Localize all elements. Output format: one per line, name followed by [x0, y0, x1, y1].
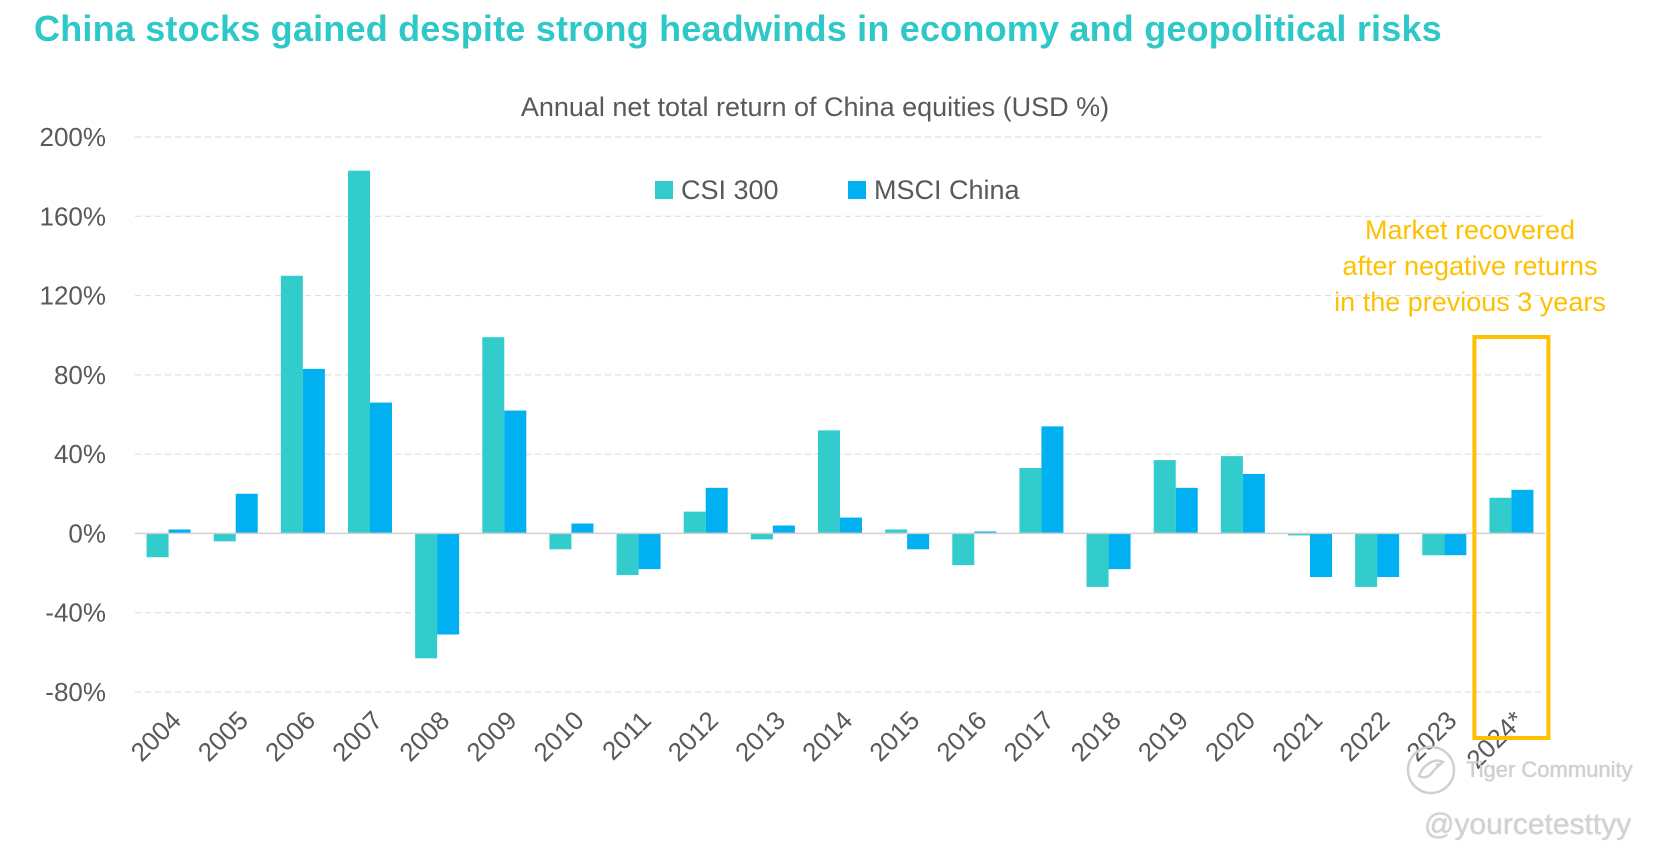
- x-tick-label: 2010: [528, 705, 590, 767]
- csi300-bar: [818, 430, 840, 534]
- csi300-bar: [616, 533, 639, 576]
- watermark-brand: Tiger Community: [1466, 757, 1633, 782]
- msci-china-bar: [235, 493, 258, 534]
- msci-china-bar: [705, 487, 728, 534]
- msci-china-bar: [1175, 487, 1198, 534]
- msci-china-bar: [1444, 533, 1467, 556]
- annotation-line: in the previous 3 years: [1334, 287, 1606, 317]
- csi300-bar: [1019, 468, 1042, 534]
- csi300-bar: [1355, 533, 1378, 587]
- csi300-bar: [415, 533, 438, 659]
- msci-china-bar: [638, 533, 661, 570]
- bars: [146, 170, 1534, 659]
- y-tick-label: -40%: [45, 598, 106, 628]
- x-tick-label: 2014: [796, 705, 858, 767]
- msci-china-bar: [840, 517, 862, 534]
- msci-china-bar: [1310, 533, 1332, 578]
- highlight-box: [1472, 335, 1551, 740]
- watermark-handle: @yourcetesttyy: [1424, 808, 1632, 841]
- csi300-bar: [348, 170, 370, 534]
- csi300-bar: [1220, 456, 1243, 534]
- legend-msci-china-label: MSCI China: [874, 175, 1021, 205]
- csi300-bar: [549, 533, 572, 550]
- csi300-bar: [280, 275, 303, 534]
- msci-china-bar: [974, 531, 997, 534]
- gridlines: [135, 136, 1545, 693]
- x-tick-label: 2007: [326, 705, 388, 767]
- x-tick-label: 2018: [1065, 705, 1127, 767]
- csi300-bar: [1153, 460, 1176, 534]
- msci-china-bar: [571, 523, 594, 534]
- csi300-bar: [146, 533, 169, 558]
- x-tick-label: 2009: [460, 705, 522, 767]
- x-tick-label: 2015: [863, 705, 925, 767]
- legend: CSI 300 MSCI China: [655, 175, 1021, 205]
- msci-china-bar: [370, 402, 392, 534]
- x-tick-label: 2008: [393, 705, 455, 767]
- csi300-bar: [1489, 497, 1512, 534]
- csi300-bar: [1086, 533, 1109, 587]
- msci-china-bar: [437, 533, 460, 635]
- x-tick-label: 2019: [1132, 705, 1194, 767]
- msci-china-bar: [504, 410, 527, 534]
- y-axis: -80% -40% 0% 40% 80% 120% 160% 200%: [40, 122, 107, 707]
- csi300-bar: [1422, 533, 1445, 556]
- legend-csi300-swatch: [655, 181, 673, 199]
- y-tick-label: 120%: [40, 281, 107, 311]
- y-tick-label: 40%: [54, 439, 106, 469]
- csi300-bar: [482, 337, 505, 534]
- chart-title: Annual net total return of China equitie…: [521, 92, 1109, 122]
- x-tick-label: 2022: [1333, 705, 1395, 767]
- x-tick-label: 2016: [930, 705, 992, 767]
- x-tick-label: 2021: [1266, 705, 1328, 767]
- msci-china-bar: [1511, 489, 1534, 534]
- msci-china-bar: [302, 368, 325, 534]
- x-tick-label: 2013: [729, 705, 791, 767]
- csi300-bar: [885, 529, 908, 534]
- x-tick-label: 2017: [998, 705, 1060, 767]
- msci-china-bar: [1041, 426, 1064, 534]
- y-tick-label: -80%: [45, 677, 106, 707]
- y-tick-label: 0%: [68, 518, 106, 548]
- y-tick-label: 80%: [54, 360, 106, 390]
- csi300-bar: [1288, 533, 1310, 536]
- csi300-bar: [213, 533, 236, 542]
- annotation-line: Market recovered: [1365, 215, 1575, 245]
- y-tick-label: 160%: [40, 201, 107, 231]
- csi300-bar: [750, 533, 773, 540]
- page-title: China stocks gained despite strong headw…: [34, 8, 1442, 49]
- y-tick-label: 200%: [40, 122, 107, 152]
- x-tick-label: 2020: [1199, 705, 1261, 767]
- x-tick-label: 2004: [125, 705, 187, 767]
- msci-china-bar: [772, 525, 795, 534]
- tiger-logo-icon: [1406, 745, 1456, 795]
- msci-china-bar: [168, 529, 191, 534]
- msci-china-bar: [1108, 533, 1131, 570]
- x-tick-label: 2011: [596, 705, 657, 766]
- msci-china-bar: [907, 533, 930, 550]
- legend-csi300-label: CSI 300: [681, 175, 779, 205]
- x-tick-label: 2005: [192, 705, 254, 767]
- annotation: Market recovered after negative returns in…: [1334, 215, 1606, 740]
- msci-china-bar: [1242, 473, 1265, 534]
- legend-msci-china-swatch: [848, 181, 866, 199]
- x-tick-label: 2012: [662, 705, 724, 767]
- csi300-bar: [952, 533, 975, 566]
- x-tick-label: 2006: [259, 705, 321, 767]
- x-axis: 2004 2005 2006 2007 2008 2009 2010 2011 2012 2013…: [125, 705, 1530, 774]
- msci-china-bar: [1377, 533, 1400, 578]
- annotation-line: after negative returns: [1342, 251, 1597, 281]
- csi300-bar: [683, 511, 706, 534]
